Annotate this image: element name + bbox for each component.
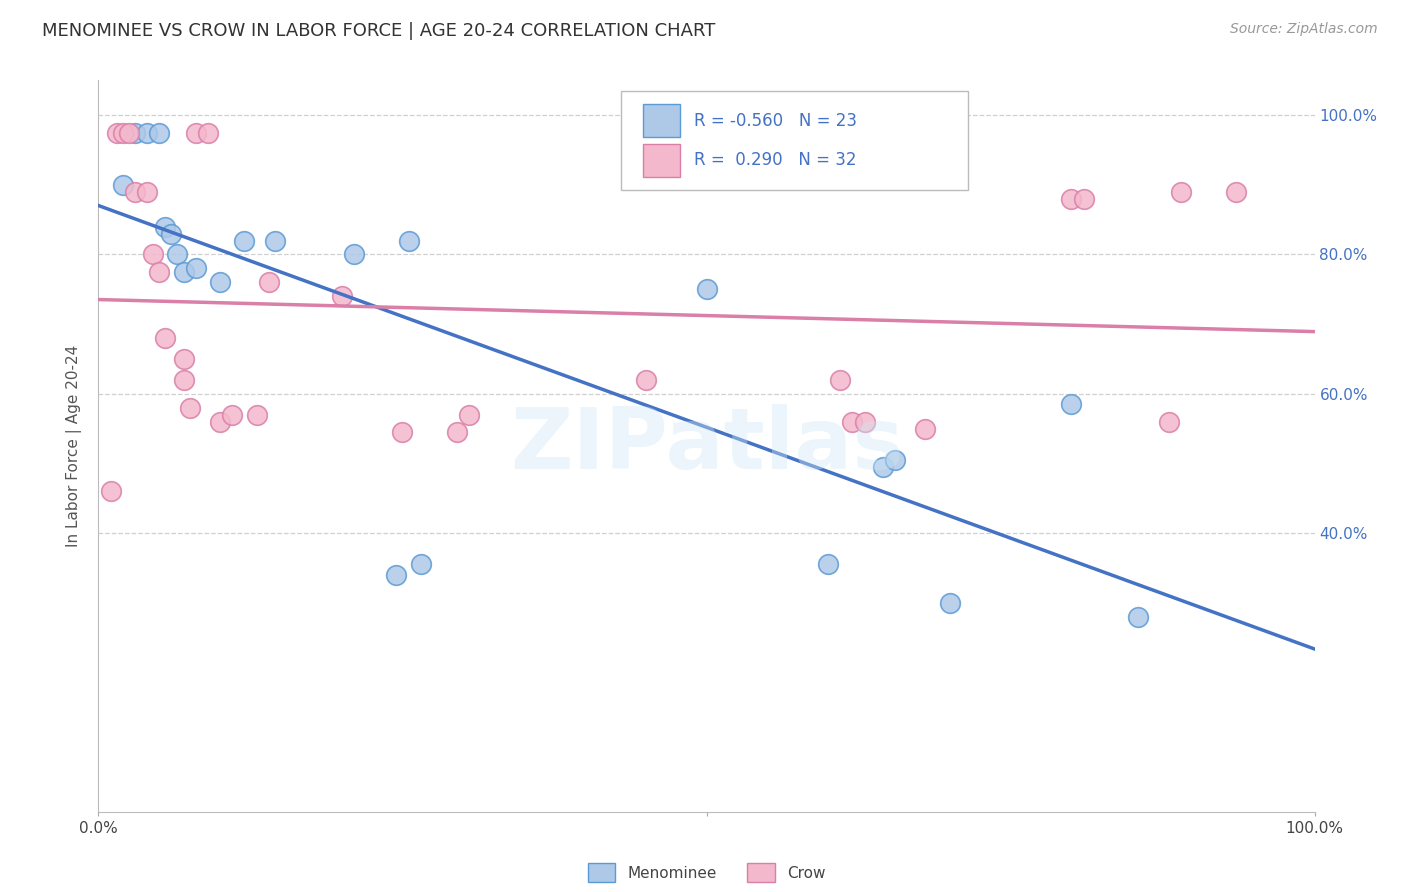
Point [1225, 185, 1247, 199]
Point [330, 289, 353, 303]
Point [1157, 415, 1180, 429]
Text: R = -0.560   N = 23: R = -0.560 N = 23 [695, 112, 858, 130]
Point [184, 126, 207, 140]
Point [409, 558, 432, 572]
Point [124, 185, 146, 199]
Point [391, 425, 413, 439]
Point [245, 408, 267, 422]
Point [209, 275, 232, 289]
Point [173, 351, 195, 366]
Point [696, 282, 718, 296]
Point [872, 459, 894, 474]
Point [105, 126, 128, 140]
Point [458, 408, 481, 422]
Point [173, 373, 195, 387]
Point [343, 247, 366, 261]
Point [1073, 192, 1095, 206]
Text: MENOMINEE VS CROW IN LABOR FORCE | AGE 20-24 CORRELATION CHART: MENOMINEE VS CROW IN LABOR FORCE | AGE 2… [42, 22, 716, 40]
Point [263, 234, 285, 248]
Point [118, 126, 141, 140]
FancyBboxPatch shape [644, 144, 679, 177]
Point [233, 234, 256, 248]
Point [817, 558, 839, 572]
Point [100, 484, 122, 499]
Point [173, 265, 195, 279]
Point [1170, 185, 1192, 199]
Point [155, 331, 177, 345]
Legend: Menominee, Crow: Menominee, Crow [582, 857, 831, 888]
Text: ZIPatlas: ZIPatlas [509, 404, 904, 488]
Point [939, 596, 962, 610]
Point [1060, 397, 1083, 411]
Point [184, 261, 207, 276]
Point [124, 126, 146, 140]
Point [166, 247, 188, 261]
Y-axis label: In Labor Force | Age 20-24: In Labor Force | Age 20-24 [66, 345, 83, 547]
Point [853, 415, 876, 429]
Point [841, 415, 863, 429]
Point [830, 373, 852, 387]
Point [136, 126, 159, 140]
Point [111, 126, 134, 140]
FancyBboxPatch shape [644, 104, 679, 137]
Point [385, 567, 408, 582]
Point [914, 421, 936, 435]
Point [257, 275, 280, 289]
Point [1128, 609, 1150, 624]
Point [197, 126, 219, 140]
Point [884, 453, 907, 467]
Point [148, 265, 170, 279]
Point [446, 425, 468, 439]
FancyBboxPatch shape [621, 91, 967, 190]
Point [634, 373, 657, 387]
Point [221, 408, 243, 422]
Text: Source: ZipAtlas.com: Source: ZipAtlas.com [1230, 22, 1378, 37]
Point [111, 178, 134, 192]
Point [160, 227, 183, 241]
Point [136, 185, 159, 199]
Point [155, 219, 177, 234]
Point [148, 126, 170, 140]
Point [398, 234, 420, 248]
Point [179, 401, 201, 415]
Point [142, 247, 165, 261]
Point [1060, 192, 1083, 206]
Point [209, 415, 232, 429]
Text: R =  0.290   N = 32: R = 0.290 N = 32 [695, 152, 856, 169]
